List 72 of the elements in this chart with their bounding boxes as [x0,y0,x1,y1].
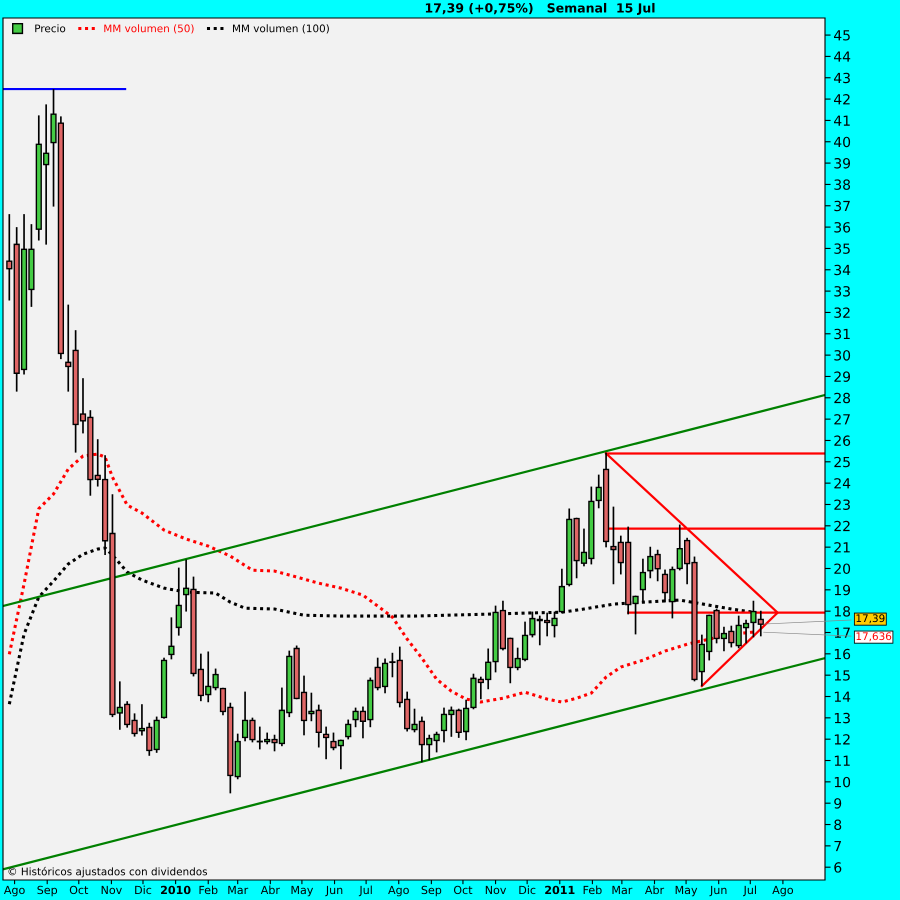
y-tick-label: 43 [834,72,850,84]
y-tick-label: 23 [834,499,850,510]
x-tick-label: Ago [772,886,794,896]
y-tick-label: 33 [834,286,850,297]
x-tick-label: Nov [486,886,506,894]
x-tick-label: Dic [135,886,152,894]
annotation: 17,39 [856,614,885,624]
y-tick-label: 24 [834,478,850,488]
x-tick-label: 2010 [161,886,191,894]
y-tick-label: 8 [834,819,842,830]
y-tick-label: 11 [834,756,850,766]
y-tick-label: 44 [834,52,850,62]
y-tick-label: 14 [834,692,850,702]
chart-title: 17,39 (+0,75%) Semanal 15 Jul [426,2,654,15]
y-tick-label: 22 [834,520,850,532]
y-tick-label: 27 [834,414,850,424]
x-tick-label: Abr [644,886,664,894]
y-tick-label: 38 [834,179,850,190]
y-tick-label: 10 [834,776,850,788]
y-tick-label: 16 [834,648,850,660]
y-tick-label: 13 [834,712,850,724]
legend-label: MM volumen (50) [104,24,194,34]
y-tick-label: 29 [834,371,850,382]
y-tick-label: 39 [834,158,850,169]
y-tick-label: 9 [834,798,842,809]
annotation: 17,636 [856,632,892,642]
x-tick-label: Feb [584,886,602,894]
y-tick-label: 7 [834,841,841,852]
x-tick-label: Nov [102,886,122,894]
x-tick-label: Abr [260,886,280,894]
y-tick-label: 20 [834,563,850,574]
y-tick-label: 41 [834,116,850,126]
y-tick-label: 12 [834,734,850,744]
x-tick-label: Dic [519,886,536,894]
y-tick-label: 45 [834,30,850,41]
x-tick-label: Jun [709,886,726,896]
y-tick-label: 34 [834,264,850,276]
x-tick-label: Oct [454,886,472,894]
x-tick-label: Ago [4,886,25,896]
y-tick-label: 40 [834,136,850,148]
x-tick-label: Mar [228,886,248,894]
y-tick-label: 30 [834,350,850,361]
y-tick-label: 25 [834,456,850,468]
x-tick-label: Sep [422,886,442,896]
x-tick-label: Mar [612,886,632,894]
annotation: © Históricos ajustados con dividendos [8,866,208,878]
y-tick-label: 28 [834,392,850,404]
y-tick-label: 36 [834,222,850,233]
legend-label: MM volumen (100) [232,24,329,34]
y-tick-label: 19 [834,584,850,596]
y-tick-label: 17 [834,628,850,638]
y-tick-label: 26 [834,435,850,446]
y-tick-label: 15 [834,670,850,681]
y-tick-label: 6 [834,862,842,873]
x-tick-label: Feb [199,886,218,894]
y-tick-label: 35 [834,243,850,254]
y-tick-label: 42 [834,94,850,104]
legend-label: Precio [35,24,66,32]
y-tick-label: 31 [834,328,850,340]
y-tick-label: 37 [834,200,850,212]
x-tick-label: Oct [70,886,88,894]
y-tick-label: 21 [834,542,850,552]
y-tick-label: 18 [834,606,850,617]
x-tick-label: May [676,886,698,896]
x-tick-label: Jul [358,886,372,896]
y-tick-label: 32 [834,307,850,318]
x-tick-label: Jul [742,886,756,896]
x-tick-label: May [292,886,314,896]
x-tick-label: Ago [388,886,409,896]
x-tick-label: Jun [325,886,342,896]
x-tick-label: Sep [37,886,58,896]
x-tick-label: 2011 [545,886,574,894]
